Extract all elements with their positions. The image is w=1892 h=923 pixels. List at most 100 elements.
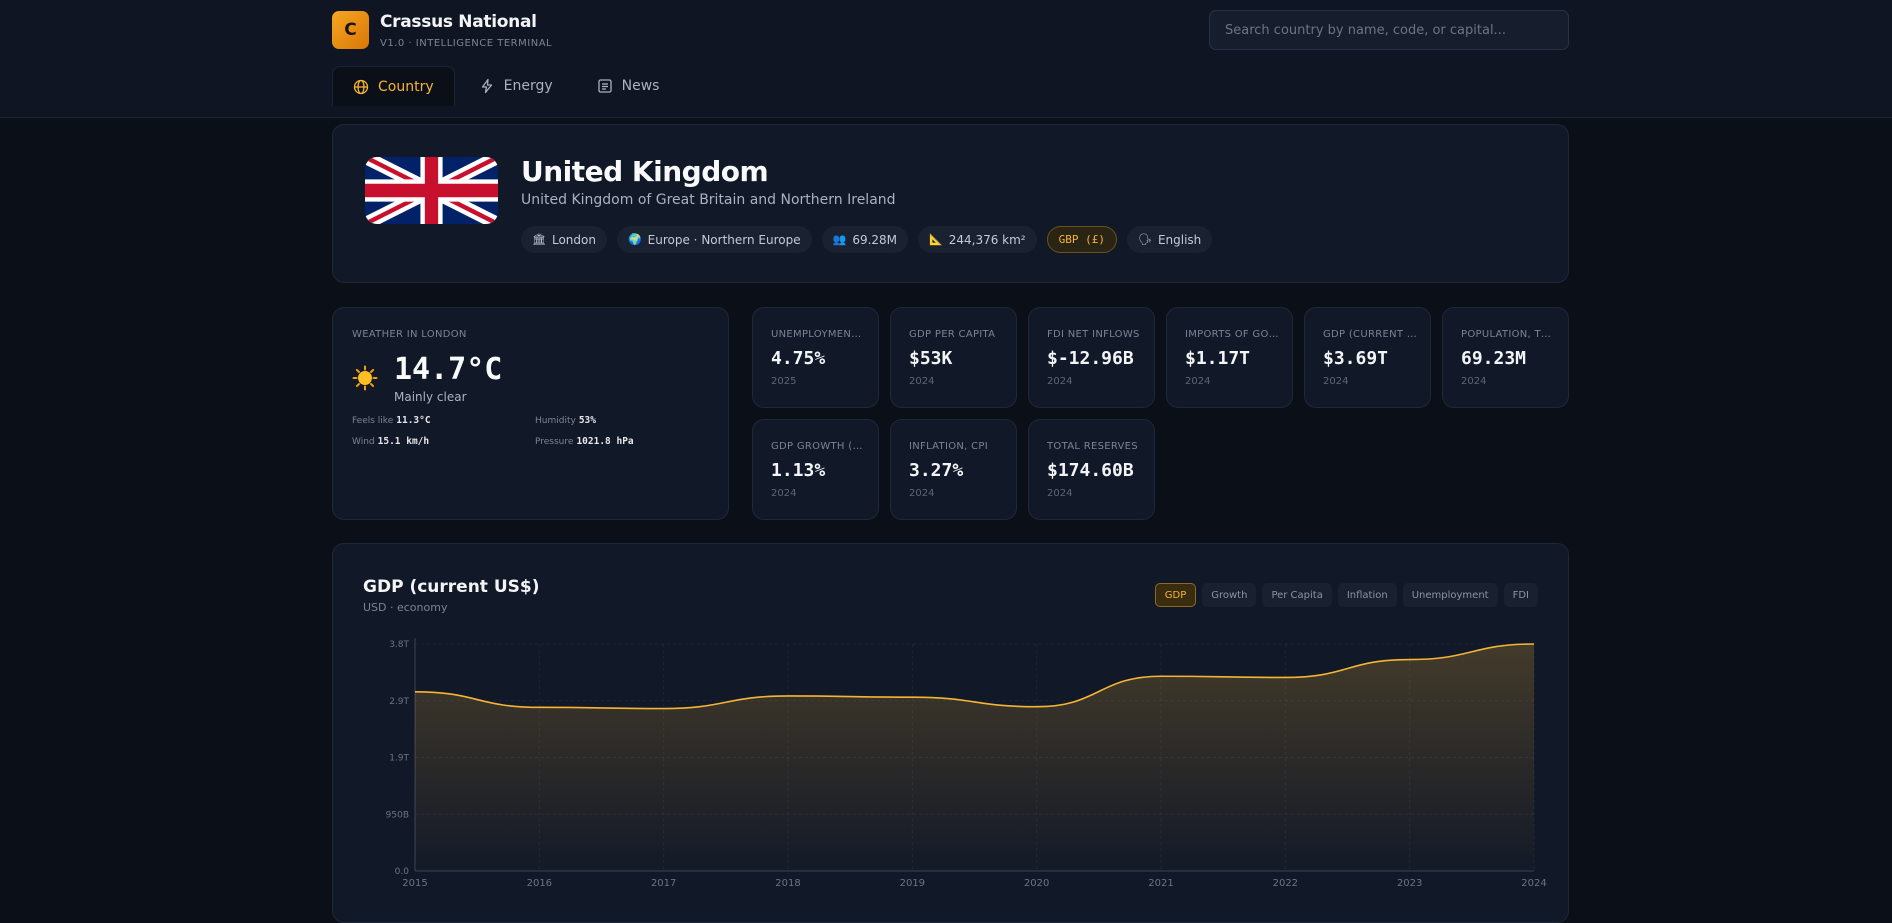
- metric-year: 2024: [771, 488, 796, 499]
- y-tick-label: 0.0: [395, 867, 410, 877]
- y-tick-label: 1.9T: [389, 754, 409, 764]
- metric-card-gdp-per-capita[interactable]: GDP PER CAPITA $53K 2024: [890, 307, 1017, 408]
- metric-card-gdp[interactable]: GDP (CURRENT US$) $3.69T 2024: [1304, 307, 1431, 408]
- country-chips: 🏛 London 🌍 Europe · Northern Europe 👥 69.28…: [521, 226, 1212, 253]
- metric-card-fdi[interactable]: FDI NET INFLOWS $-12.96B 2024: [1028, 307, 1155, 408]
- tab-energy[interactable]: Energy: [459, 66, 573, 106]
- metric-year: 2024: [909, 376, 934, 387]
- tab-energy-label: Energy: [504, 78, 553, 94]
- x-tick-label: 2019: [900, 878, 925, 889]
- humidity-value: 53%: [579, 415, 596, 426]
- capital-chip: 🏛 London: [521, 226, 607, 253]
- metric-card-imports[interactable]: IMPORTS OF GOODS $1.17T 2024: [1166, 307, 1293, 408]
- ruler-icon: 📐: [929, 233, 943, 246]
- language-chip: 🗣 English: [1127, 226, 1212, 253]
- humidity-label: Humidity: [535, 416, 576, 426]
- wind-value: 15.1 km/h: [378, 436, 429, 447]
- search-input[interactable]: [1209, 10, 1569, 50]
- speech-icon: 🗣: [1138, 233, 1152, 246]
- pressure-label: Pressure: [535, 437, 573, 447]
- app-name: Crassus National: [380, 12, 537, 32]
- wind-label: Wind: [352, 437, 375, 447]
- capital-value: London: [552, 233, 596, 247]
- metric-year: 2024: [909, 488, 934, 499]
- population-value: 69.28M: [852, 233, 897, 247]
- country-official-name: United Kingdom of Great Britain and Nort…: [521, 192, 896, 208]
- metric-card-gdp-growth[interactable]: GDP GROWTH (ANNUAL %) 1.13% 2024: [752, 419, 879, 520]
- feels-like-label: Feels like: [352, 416, 393, 426]
- globe-icon: 🌍: [628, 233, 642, 246]
- metric-year: 2024: [1461, 376, 1486, 387]
- metric-value: $53K: [909, 348, 952, 369]
- tab-news[interactable]: News: [577, 66, 680, 106]
- metric-label: INFLATION, CPI: [909, 441, 1005, 452]
- metric-label: FDI NET INFLOWS: [1047, 329, 1143, 340]
- metric-label: IMPORTS OF GOODS: [1185, 329, 1281, 340]
- tab-country-label: Country: [378, 79, 434, 95]
- metric-value: 1.13%: [771, 460, 825, 481]
- metric-year: 2025: [771, 376, 796, 387]
- currency-value: GBP (£): [1059, 233, 1105, 246]
- app-subtitle: V1.0 · INTELLIGENCE TERMINAL: [380, 38, 552, 49]
- pressure-value: 1021.8 hPa: [576, 436, 633, 447]
- x-tick-label: 2015: [402, 878, 427, 889]
- metric-label: GDP GROWTH (ANNUAL %): [771, 441, 867, 452]
- chart-card: GDP (current US$) USD · economy GDP Grow…: [332, 543, 1569, 923]
- metric-value: 3.27%: [909, 460, 963, 481]
- building-icon: 🏛: [532, 233, 546, 246]
- tab-country[interactable]: Country: [332, 66, 455, 106]
- currency-chip: GBP (£): [1047, 226, 1117, 253]
- metric-label: GDP PER CAPITA: [909, 329, 1005, 340]
- x-tick-label: 2021: [1148, 878, 1173, 889]
- tab-news-label: News: [622, 78, 660, 94]
- country-flag: [365, 157, 498, 224]
- metric-label: TOTAL RESERVES: [1047, 441, 1143, 452]
- y-tick-label: 3.8T: [389, 640, 409, 650]
- metric-label: UNEMPLOYMENT, TOTAL: [771, 329, 867, 340]
- app-logo: C: [332, 11, 369, 49]
- metric-value: $-12.96B: [1047, 348, 1134, 369]
- metric-value: $3.69T: [1323, 348, 1388, 369]
- weather-description: Mainly clear: [394, 390, 467, 404]
- language-value: English: [1158, 233, 1201, 247]
- metric-year: 2024: [1185, 376, 1210, 387]
- country-card: United Kingdom United Kingdom of Great B…: [332, 124, 1569, 283]
- country-name: United Kingdom: [521, 155, 768, 188]
- x-tick-label: 2022: [1273, 878, 1298, 889]
- gdp-area-fill: [415, 644, 1534, 871]
- weather-temperature: 14.7°C: [394, 352, 502, 387]
- region-value: Europe · Northern Europe: [648, 233, 801, 247]
- weather-card: WEATHER IN LONDON 14.7°C Mainly clear Fe…: [332, 307, 729, 520]
- main-tabs: Country Energy News: [332, 66, 679, 106]
- metric-year: 2024: [1047, 488, 1072, 499]
- metric-year: 2024: [1047, 376, 1072, 387]
- metric-card-population[interactable]: POPULATION, TOTAL 69.23M 2024: [1442, 307, 1569, 408]
- metric-card-inflation[interactable]: INFLATION, CPI 3.27% 2024: [890, 419, 1017, 520]
- globe-icon: [353, 79, 369, 95]
- population-chip: 👥 69.28M: [822, 226, 908, 253]
- x-tick-label: 2018: [775, 878, 800, 889]
- metric-year: 2024: [1323, 376, 1348, 387]
- metric-label: GDP (CURRENT US$): [1323, 329, 1419, 340]
- feels-like-value: 11.3°C: [396, 415, 430, 426]
- area-chip: 📐 244,376 km²: [918, 226, 1037, 253]
- x-tick-label: 2020: [1024, 878, 1049, 889]
- metric-card-unemployment[interactable]: UNEMPLOYMENT, TOTAL 4.75% 2025: [752, 307, 879, 408]
- area-value: 244,376 km²: [949, 233, 1026, 247]
- region-chip: 🌍 Europe · Northern Europe: [617, 226, 812, 253]
- people-icon: 👥: [833, 233, 847, 246]
- x-tick-label: 2017: [651, 878, 676, 889]
- metric-card-reserves[interactable]: TOTAL RESERVES $174.60B 2024: [1028, 419, 1155, 520]
- app-header: C Crassus National V1.0 · INTELLIGENCE T…: [0, 0, 1892, 118]
- metric-label: POPULATION, TOTAL: [1461, 329, 1557, 340]
- x-tick-label: 2023: [1397, 878, 1422, 889]
- y-tick-label: 950B: [386, 810, 409, 820]
- sun-icon: [352, 365, 378, 391]
- x-tick-label: 2016: [527, 878, 552, 889]
- metric-value: 69.23M: [1461, 348, 1526, 369]
